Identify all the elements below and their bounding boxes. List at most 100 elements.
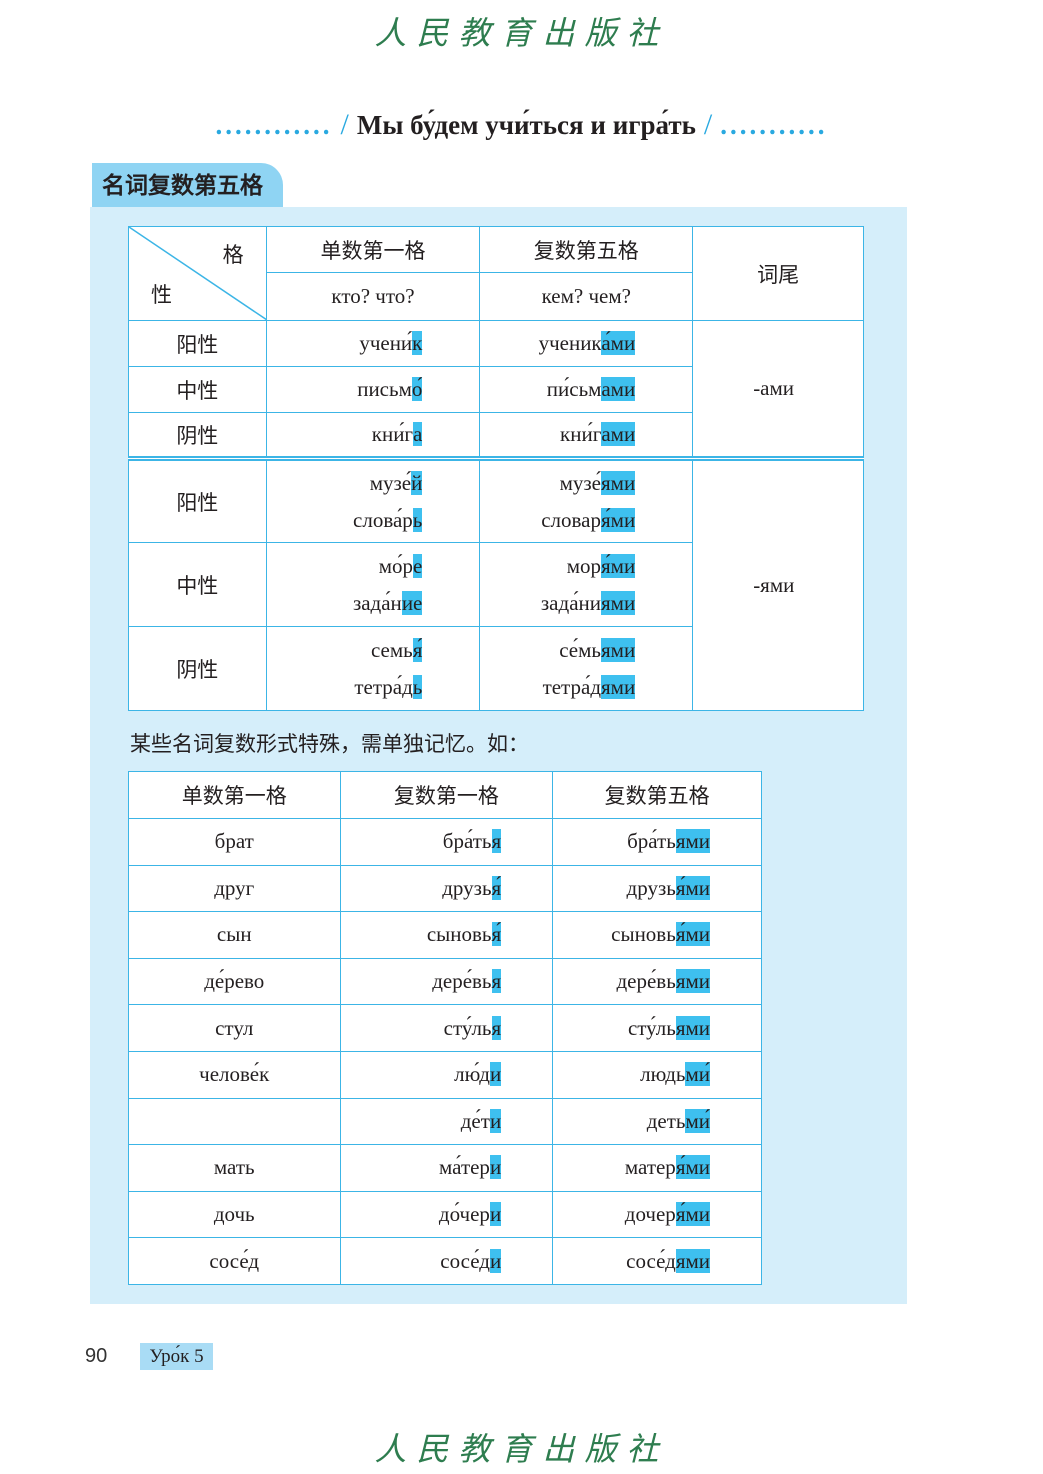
table-row: 阴性 семья́ тетра́дь се́мьями тетра́дями (128, 626, 864, 711)
word-ending-highlight: я́ми (601, 507, 636, 532)
word-stem: матер (624, 1155, 676, 1180)
word: людьми́ (553, 1056, 761, 1093)
corner-gender-label: 性 (151, 283, 172, 307)
plural-instr-cell: се́мьями тетра́дями (479, 626, 694, 711)
word: словаря́ми (480, 502, 692, 539)
plural-instr-cell: друзья́ми (552, 864, 762, 913)
word-stem: слова́р (353, 507, 413, 532)
word: ученика́ми (480, 325, 692, 362)
word-ending-highlight: ами (601, 422, 636, 446)
singular-nom-cell: учени́к (265, 320, 481, 367)
plural-instr-cell: бра́тьями (552, 818, 762, 866)
header-ending: 词尾 (692, 226, 864, 321)
word: кни́га (267, 416, 480, 453)
word-stem: дочер (624, 1202, 676, 1227)
word-ending-highlight: ями (601, 590, 636, 615)
word-stem: дере́вь (616, 969, 676, 994)
singular-nom-cell: мо́ре зада́ние (265, 542, 481, 627)
word-ending-highlight: ями (675, 829, 710, 854)
word-ending-highlight: а (413, 422, 423, 446)
table-row: челове́к лю́ди людьми́ (128, 1050, 762, 1099)
word-stem: ученик (538, 331, 602, 355)
plural-instr-cell: кни́гами (479, 412, 694, 459)
word-ending-highlight: о́ (411, 377, 423, 401)
table-row: брат бра́тья бра́тьями (128, 818, 762, 866)
word-ending-highlight: я́ми (675, 1155, 710, 1180)
word-ending-highlight: ями (601, 674, 636, 699)
word: тетра́дь (267, 669, 480, 706)
table-row: дочь до́чери дочеря́ми (128, 1190, 762, 1239)
word-stem: бра́ть (442, 829, 492, 854)
word-stem: бра́ть (627, 829, 676, 854)
word-stem: письм (357, 377, 412, 401)
word: музе́й (267, 465, 480, 502)
singular-nom-cell: дочь (128, 1190, 341, 1239)
word-stem: де́т (460, 1108, 490, 1133)
table-row: 中性 мо́ре зада́ние моря́ми зада́ниями (128, 542, 864, 627)
page-number: 90 (85, 1345, 108, 1367)
gender-cell: 阳性 (128, 320, 267, 367)
diagonal-line (129, 227, 266, 320)
word: кни́гами (480, 416, 692, 453)
word-ending-highlight: ями (675, 1248, 710, 1273)
word: моря́ми (480, 548, 692, 585)
word-ending-highlight: ями (675, 1015, 710, 1040)
word: сту́льями (553, 1010, 761, 1047)
ending-cell: -ями (692, 458, 864, 711)
gender-cell: 阳性 (128, 458, 267, 543)
plural-instr-cell: матеря́ми (552, 1144, 762, 1192)
word-stem: тетра́д (354, 674, 413, 699)
lesson-header: ............ / Мы бу́дем учи́ться и игра́т… (0, 108, 1043, 142)
word-stem: зада́ни (540, 590, 601, 615)
header-pl-instr: 复数第五格 (552, 771, 762, 819)
table-row: друг друзья́ друзья́ми (128, 864, 762, 913)
section-tab: 名词复数第五格 (92, 163, 283, 207)
plural-instr-cell: людьми́ (552, 1050, 762, 1099)
word-ending-highlight: ми́ (685, 1108, 710, 1133)
plural-instr-cell: сту́льями (552, 1004, 762, 1052)
word: детьми́ (553, 1103, 761, 1140)
word: мо́ре (267, 548, 480, 585)
slash-left: / (340, 108, 349, 141)
gender-cell: 中性 (128, 366, 267, 413)
publisher-logo-bottom: 人民教育出版社 (374, 1430, 669, 1468)
note-text: 某些名词复数形式特殊，需单独记忆。如： (130, 732, 529, 756)
word: семья́ (267, 632, 480, 669)
singular-nom-cell: музе́й слова́рь (265, 458, 481, 543)
question-pl: кем? чем? (479, 272, 694, 321)
plural-nom-cell: до́чери (339, 1190, 554, 1239)
word-ending-highlight: я (491, 969, 502, 994)
table-row: 阳性 музе́й слова́рь музе́ями словаря́ми -ями (128, 458, 864, 711)
plural-instr-cell: ученика́ми (479, 320, 694, 367)
word-ending-highlight: и (489, 1108, 502, 1133)
word-stem: деть (646, 1108, 686, 1133)
plural-nom-cell: бра́тья (339, 818, 554, 866)
word-ending-highlight: я́ (491, 922, 502, 947)
word-ending-highlight: я́ми (675, 875, 710, 900)
corner-case-label: 格 (222, 243, 244, 267)
dots-right: ........... (720, 110, 828, 140)
question-sg: кто? что? (265, 272, 481, 321)
header-sg-nom: 单数第一格 (265, 225, 481, 274)
word: сосе́ди (341, 1243, 553, 1280)
plural-nom-cell: сыновья́ (339, 911, 554, 959)
word-ending-highlight: и (489, 1248, 502, 1273)
table-row: де́рево дере́вья дере́вьями (128, 957, 762, 1006)
plural-nom-cell: сту́лья (339, 1004, 554, 1052)
word-ending-highlight: ие (401, 590, 423, 615)
singular-nom-cell: брат (128, 818, 341, 866)
table-row: сосе́д сосе́ди сосе́дями (128, 1237, 762, 1285)
word: пи́сьмами (480, 371, 692, 408)
singular-nom-cell: семья́ тетра́дь (265, 626, 481, 711)
word-ending-highlight: и (489, 1155, 502, 1180)
irregular-plural-table: 单数第一格 复数第一格 复数第五格 брат бра́тья бра́тьями др… (128, 771, 762, 1285)
word: сыновья́ (341, 916, 553, 953)
gender-cell: 阴性 (128, 626, 267, 711)
ending-cell: -ами (692, 320, 864, 459)
singular-nom-cell (128, 1097, 341, 1146)
word: тетра́дями (480, 669, 692, 706)
word: дере́вья (341, 963, 553, 1000)
word-stem: зада́н (352, 590, 402, 615)
singular-nom-cell: челове́к (128, 1050, 341, 1099)
